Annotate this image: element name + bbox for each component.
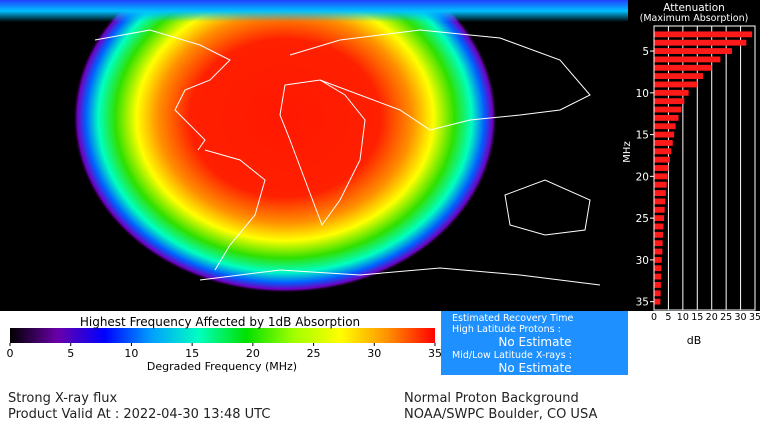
bar [654,89,689,96]
bar [654,265,662,272]
chart-subtitle: (Maximum Absorption) [640,13,749,24]
y-tick-label: 25 [636,213,649,225]
x-tick-label: 35 [749,312,760,323]
x-tick-label: 0 [651,312,657,323]
bar [654,190,666,196]
bar [654,39,747,46]
bar [654,156,670,163]
colorbar-label: Degraded Frequency (MHz) [147,360,297,373]
bar [654,106,682,113]
bar [654,240,663,247]
colorbar-tick-label: 25 [307,347,321,360]
colorbar-tick-label: 35 [428,347,442,360]
colorbar-tick-label: 20 [246,347,260,360]
info-panel [441,311,628,375]
y-tick-label: 35 [636,297,649,309]
chart-title: Attenuation [663,2,725,14]
info-line: High Latitude Protons : [452,324,561,335]
x-tick-label: 30 [735,312,747,323]
x-axis-label: dB [687,334,702,347]
y-axis-label: MHz [622,141,633,162]
bar [654,131,675,138]
y-tick-label: 20 [636,171,649,183]
bar [654,181,667,188]
footer-text: Strong X-ray flux [8,391,117,406]
absorption-region [73,0,497,293]
bar [654,223,664,230]
polar-absorption [0,0,628,22]
colorbar-tick-label: 10 [124,347,138,360]
bar [654,215,665,222]
bar [654,231,663,238]
colorbar-tick-label: 30 [367,347,381,360]
bar [654,81,698,88]
bar [654,31,753,38]
colorbar-tick-label: 0 [7,347,14,360]
info-line: No Estimate [498,335,571,349]
bar [654,248,663,255]
bar [654,256,662,263]
bar [654,123,676,130]
bar [654,173,668,180]
bar [654,73,704,80]
bar [654,114,679,121]
footer-text: NOAA/SWPC Boulder, CO USA [404,407,597,422]
coastlines [94,29,601,286]
footer-text: Product Valid At : 2022-04-30 13:48 UTC [8,407,270,422]
x-tick-label: 25 [720,312,732,323]
y-tick-label: 15 [636,130,649,142]
colorbar-tick-label: 15 [185,347,199,360]
bar [654,206,665,213]
x-tick-label: 5 [665,312,671,323]
x-tick-label: 20 [706,312,718,323]
bar [654,165,669,171]
x-tick-label: 10 [677,312,689,323]
bar [654,148,672,155]
y-tick-label: 30 [636,255,649,267]
info-title: Estimated Recovery Time [452,313,573,324]
bar [654,282,661,288]
bar [654,64,712,71]
x-tick-label: 15 [691,312,703,323]
colorbar-title: Highest Frequency Affected by 1dB Absorp… [80,315,360,329]
y-tick-label: 5 [642,46,649,58]
map [0,0,628,293]
info-line: Mid/Low Latitude X-rays : [452,350,572,361]
colorbar-tick-label: 5 [67,347,74,360]
bar [654,56,721,63]
colorbar [10,328,435,343]
bar [654,48,732,54]
bar [654,198,666,205]
footer-text: Normal Proton Background [404,391,579,406]
bar [654,98,685,105]
info-line: No Estimate [498,361,571,375]
bar [654,273,662,280]
y-tick-label: 10 [636,88,649,100]
bar [654,140,673,146]
plot-frame [653,25,756,311]
bar [654,298,661,305]
bar [654,290,661,297]
